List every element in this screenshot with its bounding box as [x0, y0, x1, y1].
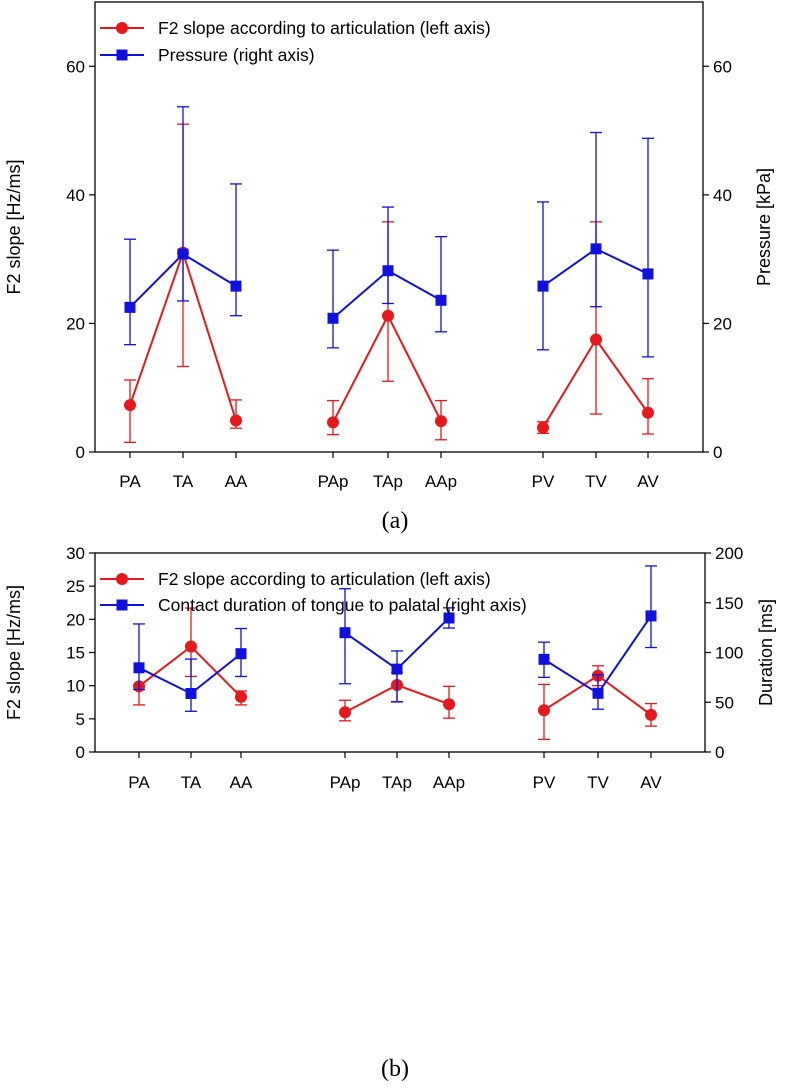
x-tick-label: PA	[128, 773, 150, 792]
legend-marker-circle	[116, 573, 128, 585]
legend-marker-square	[116, 599, 128, 611]
x-tick-label: TA	[173, 472, 194, 491]
x-tick-label: AA	[230, 773, 253, 792]
left-tick-label: 20	[66, 610, 85, 629]
data-point-square	[443, 612, 455, 624]
right-tick-label: 0	[713, 443, 722, 462]
y-axis-right-title: Duration [ms]	[756, 599, 776, 706]
left-tick-label: 40	[66, 186, 85, 205]
right-tick-label: 0	[715, 743, 724, 762]
data-point-circle	[590, 333, 602, 346]
x-tick-label: AA	[225, 472, 248, 491]
data-point-square	[124, 301, 136, 313]
panel-caption: (a)	[382, 508, 409, 534]
data-point-circle	[339, 706, 351, 719]
x-tick-label: TAp	[373, 472, 403, 491]
data-point-circle	[327, 416, 339, 429]
x-tick-label: PAp	[330, 773, 361, 792]
data-point-square	[177, 248, 189, 260]
x-tick-label: TV	[585, 472, 607, 491]
right-tick-label: 20	[713, 314, 732, 333]
right-tick-label: 60	[713, 57, 732, 76]
data-point-square	[185, 687, 197, 699]
series-f2-slope	[133, 607, 657, 741]
data-point-square	[435, 294, 447, 306]
right-tick-label: 40	[713, 186, 732, 205]
y-axis-right-title: Pressure [kPa]	[754, 168, 774, 286]
data-point-square	[327, 312, 339, 324]
right-tick-label: 50	[715, 693, 734, 712]
data-point-circle	[642, 406, 654, 419]
data-point-circle	[230, 414, 242, 427]
data-point-circle	[435, 415, 447, 428]
left-tick-label: 30	[66, 545, 85, 563]
legend-marker-circle	[116, 22, 128, 34]
data-point-square	[642, 268, 654, 280]
series-right-axis	[133, 565, 657, 712]
chart-b-svg: 0 5 10 15 20 25 30 0 50 100 150 200 PA TA AA PAp TAp AAp P…	[4, 545, 776, 1082]
x-tick-label: TA	[181, 773, 202, 792]
right-tick-label: 200	[715, 545, 743, 563]
data-point-square	[590, 243, 602, 255]
x-tick-label: AAp	[433, 773, 465, 792]
data-point-circle	[537, 421, 549, 434]
data-point-square	[645, 610, 657, 622]
data-point-square	[133, 662, 145, 674]
x-tick-label: AV	[637, 472, 659, 491]
x-tick-label: PA	[119, 472, 141, 491]
series-f2-slope	[124, 123, 654, 444]
series-right-axis	[124, 106, 654, 358]
data-point-circle	[382, 309, 394, 322]
x-tick-label: TV	[587, 773, 609, 792]
left-tick-label: 25	[66, 577, 85, 596]
data-point-circle	[235, 690, 247, 703]
legend-label: F2 slope according to articulation (left…	[158, 569, 491, 589]
data-point-square	[592, 687, 604, 699]
chart-panel-b: 0 5 10 15 20 25 30 0 50 100 150 200 PA TA AA PAp TAp AAp P…	[0, 545, 800, 1091]
series-line	[332, 313, 442, 423]
data-point-square	[230, 280, 242, 292]
chart-a-svg: 0 20 40 60 0 20 40 60 PA TA AA PAp TAp AAp PV TV AV F2 sl…	[4, 1, 774, 534]
panel-caption: (b)	[381, 1056, 409, 1082]
data-point-circle	[443, 698, 455, 711]
left-tick-label: 0	[76, 443, 85, 462]
x-tick-label: TAp	[382, 773, 412, 792]
x-tick-label: AAp	[425, 472, 457, 491]
data-point-circle	[124, 399, 136, 412]
y-axis-left-title: F2 slope [Hz/ms]	[4, 585, 24, 720]
x-tick-label: PV	[533, 773, 556, 792]
x-tick-label: AV	[640, 773, 662, 792]
plot-frame	[94, 1, 704, 453]
data-point-circle	[185, 640, 197, 653]
y-axis-left-title: F2 slope [Hz/ms]	[4, 159, 24, 294]
data-point-square	[235, 648, 247, 660]
left-tick-label: 5	[76, 710, 85, 729]
chart-panel-a: 0 20 40 60 0 20 40 60 PA TA AA PAp TAp AAp PV TV AV F2 sl…	[0, 0, 800, 545]
left-tick-label: 10	[66, 677, 85, 696]
legend-label: Contact duration of tongue to palatal (r…	[158, 595, 527, 615]
data-point-circle	[538, 704, 550, 717]
data-point-square	[391, 663, 403, 675]
data-point-circle	[645, 708, 657, 721]
data-point-square	[538, 653, 550, 665]
left-tick-label: 20	[66, 314, 85, 333]
legend-label: F2 slope according to articulation (left…	[158, 18, 491, 38]
legend-label: Pressure (right axis)	[158, 45, 315, 65]
x-tick-label: PAp	[318, 472, 349, 491]
data-point-square	[339, 627, 351, 639]
legend-marker-square	[116, 49, 128, 61]
left-tick-label: 0	[76, 743, 85, 762]
data-point-square	[382, 265, 394, 277]
left-tick-label: 15	[66, 644, 85, 663]
x-tick-label: PV	[532, 472, 555, 491]
left-tick-label: 60	[66, 57, 85, 76]
right-tick-label: 150	[715, 594, 743, 613]
data-point-square	[537, 280, 549, 292]
right-tick-label: 100	[715, 644, 743, 663]
